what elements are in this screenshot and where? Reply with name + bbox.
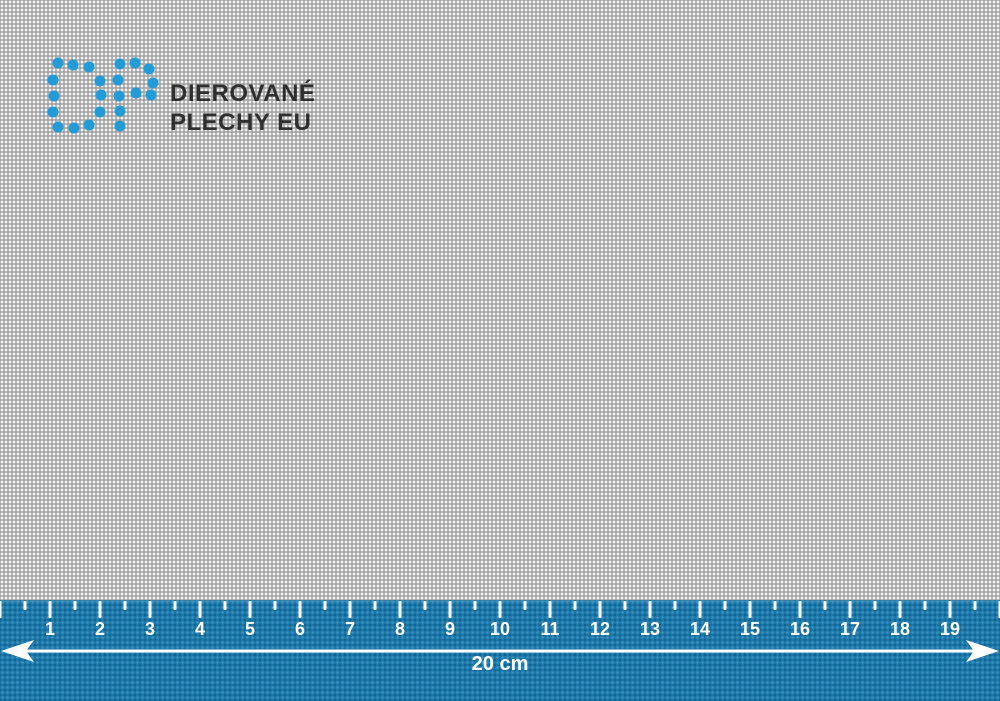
logo-dot (95, 89, 107, 101)
ruler-tick-minor (423, 601, 427, 610)
logo-dot (114, 120, 126, 132)
ruler-tick-major (548, 601, 552, 618)
ruler-tick-major (498, 601, 502, 618)
ruler-tick-minor (273, 601, 277, 610)
ruler-tick-major (998, 601, 1000, 618)
ruler-number: 15 (739, 619, 761, 639)
ruler-tick-major (598, 601, 602, 618)
ruler-tick-minor (23, 601, 27, 610)
brand-name: DIEROVANÉ PLECHY EU (170, 79, 490, 137)
ruler-number: 9 (444, 619, 456, 639)
ruler-tick-minor (773, 601, 777, 610)
ruler-tick-major (248, 601, 252, 618)
ruler-number: 19 (939, 619, 961, 639)
logo-dot (147, 77, 159, 89)
logo-dot (48, 90, 60, 102)
ruler-tick-major (448, 601, 452, 618)
ruler-tick-major (698, 601, 702, 618)
ruler-tick-minor (523, 601, 527, 610)
ruler-number: 12 (589, 619, 611, 639)
ruler-tick-major (48, 601, 52, 618)
logo-dot (114, 58, 126, 70)
logo-dot (83, 61, 95, 73)
ruler-number: 3 (144, 619, 156, 639)
logo-dot (112, 74, 124, 86)
ruler-tick-minor (873, 601, 877, 610)
logo-dot (67, 59, 79, 71)
ruler-length-label: 20 cm (471, 653, 529, 675)
ruler-number: 17 (839, 619, 861, 639)
measurement-ruler: 1 2 3 4 5 6 7 8 9 10 11 12 13 14 15 16 17 18 19 20 cm (0, 600, 1000, 701)
double-arrow-icon (1, 640, 999, 662)
ruler-tick-major (848, 601, 852, 618)
logo-dot (94, 75, 106, 87)
ruler-number: 4 (194, 619, 206, 639)
logo-dot (47, 74, 59, 86)
ruler-tick-minor (673, 601, 677, 610)
ruler-tick-minor (373, 601, 377, 610)
brand-line2: PLECHY EU (170, 109, 312, 136)
perforated-sheet-texture (0, 0, 1000, 600)
logo-dot (145, 89, 157, 101)
ruler-tick-major (0, 601, 2, 618)
ruler-tick-major (798, 601, 802, 618)
ruler-tick-major (648, 601, 652, 618)
ruler-number: 11 (540, 619, 560, 639)
ruler-tick-major (298, 601, 302, 618)
ruler-tick-major (148, 601, 152, 618)
ruler-tick-major (898, 601, 902, 618)
ruler-number: 6 (294, 619, 306, 639)
ruler-tick-minor (723, 601, 727, 610)
logo-dot (68, 122, 80, 134)
logo-dot (94, 106, 106, 118)
logo-dot (52, 57, 64, 69)
ruler-tick-minor (823, 601, 827, 610)
ruler-tick-minor (73, 601, 77, 610)
ruler-number: 13 (639, 619, 661, 639)
ruler-tick-minor (223, 601, 227, 610)
ruler-tick-major (348, 601, 352, 618)
logo-dot (130, 87, 142, 99)
ruler-tick-minor (923, 601, 927, 610)
logo-dot (83, 119, 95, 131)
logo-dot (114, 105, 126, 117)
ruler-number: 1 (44, 619, 56, 639)
ruler-number: 16 (789, 619, 811, 639)
ruler-tick-minor (573, 601, 577, 610)
ruler-number: 18 (889, 619, 911, 639)
ruler-number: 7 (344, 619, 356, 639)
ruler-tick-major (948, 601, 952, 618)
ruler-tick-minor (473, 601, 477, 610)
ruler-number: 10 (489, 619, 511, 639)
brand-line1: DIEROVANÉ (170, 80, 316, 107)
logo-dot (47, 106, 59, 118)
ruler-tick-minor (623, 601, 627, 610)
ruler-number: 14 (689, 619, 711, 639)
logo-dot (52, 121, 64, 133)
logo-dot (143, 63, 155, 75)
ruler-number: 8 (394, 619, 406, 639)
ruler-tick-minor (323, 601, 327, 610)
ruler-tick-major (398, 601, 402, 618)
ruler-tick-major (98, 601, 102, 618)
ruler-tick-minor (173, 601, 177, 610)
logo-dot (113, 90, 125, 102)
logo-dot (129, 57, 141, 69)
dp-dots-logo-icon (47, 57, 159, 134)
ruler-tick-major (198, 601, 202, 618)
ruler-tick-major (748, 601, 752, 618)
ruler-number: 2 (94, 619, 106, 639)
ruler-number: 5 (244, 619, 256, 639)
ruler-tick-minor (123, 601, 127, 610)
ruler-tick-minor (973, 601, 977, 610)
